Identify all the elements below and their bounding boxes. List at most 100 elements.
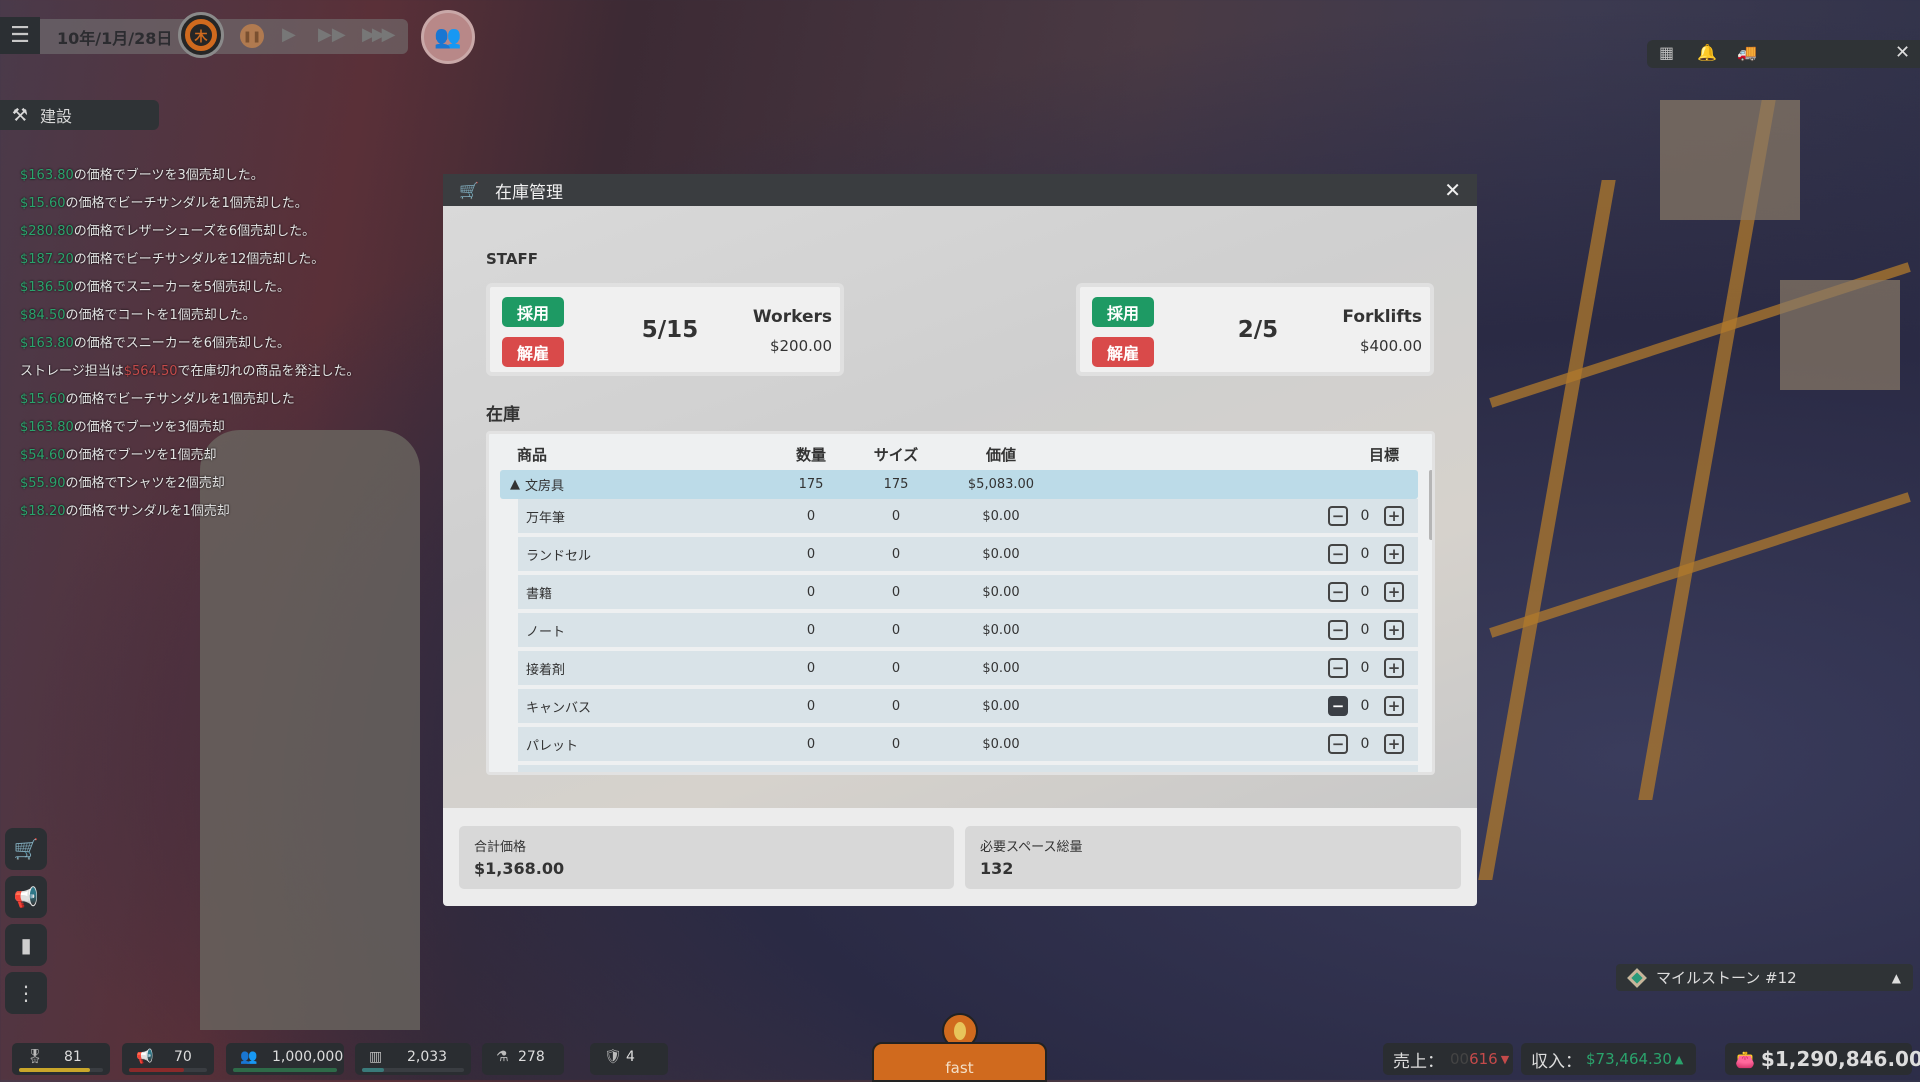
decrease-target-button[interactable]: − [1328,544,1348,564]
decrease-target-button[interactable]: − [1328,658,1348,678]
column-header-value: 価値 [985,446,1017,464]
staff-group-icon: 👥 [434,24,462,50]
decrease-target-button[interactable]: − [1328,734,1348,754]
milestone-diamond-icon [1627,967,1647,988]
event-log: $163.80の価格でブーツを3個売却した。 $15.60の価格でビーチサンダルを… [20,164,390,528]
category-name: 文房具 [525,479,565,494]
log-text: で在庫切れの商品を発注した。 [177,364,360,379]
bg-boxes [1660,100,1800,220]
increase-target-button[interactable]: + [1384,582,1404,602]
warehouse-icon: ▥ [369,1049,383,1065]
fast-forward-button[interactable]: ▶▶ [318,24,346,45]
item-row: キャンバス 0 0 $0.00−0 + [518,689,1418,723]
build-label: 建設 [40,107,73,126]
close-button[interactable]: ✕ [1444,178,1461,202]
stat-bar-fill [129,1068,184,1072]
increase-target-button[interactable]: + [1384,544,1404,564]
target-value: 0 [1360,660,1370,676]
stat-shield[interactable]: 🛡 4 [590,1043,668,1075]
item-value: $0.00 [982,736,1020,752]
item-row: パレット 0 0 $0.00−0 + [518,727,1418,761]
item-row: 接着剤 0 0 $0.00−0 + [518,651,1418,685]
log-text: の価格でビーチサンダルを12個売却した。 [73,252,325,267]
income-label: 収入： [1531,1051,1582,1072]
collapse-icon[interactable]: ▲ [510,477,525,492]
stat-value: 2,033 [407,1049,448,1065]
delivery-truck-icon[interactable]: 🚚 [1737,43,1757,62]
item-size: 0 [891,546,901,562]
staff-cost: $200.00 [769,337,832,355]
stat-bar [233,1068,337,1072]
pause-button[interactable]: ❚❚ [240,24,264,48]
stat-customers[interactable]: 👥 1,000,000 [226,1043,344,1075]
increase-target-button[interactable]: + [1384,620,1404,640]
stat-megaphone[interactable]: 📢 70 [122,1043,214,1075]
log-text: の価格でスニーカーを6個売却した。 [73,336,291,351]
hire-button[interactable]: 採用 [1092,297,1154,327]
column-header-target: 目標 [1368,446,1400,464]
stats-button[interactable]: ▮ [5,924,47,966]
stat-value: 1,000,000 [272,1049,344,1065]
staff-card-forklifts: 採用 解雇 2/5 Forklifts $400.00 [1076,283,1434,376]
speed-indicator[interactable]: fast [872,1042,1047,1082]
stat-flask[interactable]: ⚗ 278 [482,1043,564,1075]
item-name: ランドセル [526,548,592,564]
log-price: $163.80 [20,336,74,351]
date-display: 10年/1月/28日 [57,29,173,48]
decrease-target-button[interactable]: − [1328,582,1348,602]
staff-button[interactable]: 👥 [421,10,475,64]
item-value: $0.00 [982,698,1020,714]
fastest-forward-button[interactable]: ▶▶▶ [362,24,395,45]
increase-target-button[interactable]: + [1384,658,1404,678]
build-button[interactable]: ⚒ 建設 [0,100,159,130]
target-value: 0 [1360,698,1370,714]
inventory-button[interactable]: 🛒 [5,828,47,870]
fire-button[interactable]: 解雇 [1092,337,1154,367]
bell-icon[interactable]: 🔔 [1697,43,1717,62]
log-entry: $54.60の価格でブーツを1個売却 [20,444,390,472]
balance-value: $1,290,846.00 [1760,1047,1920,1071]
inventory-section-label: 在庫 [486,405,520,425]
summary-total-price: 合計価格 $1,368.00 [459,826,954,889]
notification-bar: ▦ 🔔 🚚 ✕ [1647,40,1920,68]
close-icon[interactable]: ✕ [1895,42,1911,63]
fire-button[interactable]: 解雇 [502,337,564,367]
bg-shelf [1478,180,1616,880]
item-qty: 0 [806,736,816,752]
hierarchy-button[interactable]: ⋮ [5,972,47,1014]
item-size: 0 [891,736,901,752]
calendar-icon[interactable]: ▦ [1659,43,1675,62]
category-row[interactable]: ▲ 文房具 175 175 $5,083.00 [500,470,1418,499]
bg-boxes [1780,280,1900,390]
item-value: $0.00 [982,622,1020,638]
fastest-forward-icon: ▶▶▶ [362,24,395,45]
decrease-target-button[interactable]: − [1328,696,1348,716]
scrollbar[interactable] [1429,470,1432,540]
milestone-label: マイルストーン #12 [1656,969,1797,987]
item-name: 接着剤 [526,662,566,678]
milestone-bar[interactable]: マイルストーン #12 ▲ [1616,964,1913,991]
item-name: ノート [526,624,566,640]
increase-target-button[interactable]: + [1384,506,1404,526]
chevron-up-icon[interactable]: ▲ [1891,970,1901,985]
balance-display: 👛 $1,290,846.00 [1725,1043,1920,1075]
menu-button[interactable]: ☰ [0,17,40,54]
decrease-target-button[interactable]: − [1328,620,1348,640]
increase-target-button[interactable]: + [1384,696,1404,716]
log-entry: $163.80の価格でブーツを3個売却 [20,416,390,444]
increase-target-button[interactable]: + [1384,734,1404,754]
weekday: 木 [185,19,217,51]
stat-warehouse[interactable]: ▥ 2,033 [355,1043,471,1075]
hire-button[interactable]: 採用 [502,297,564,327]
marketing-button[interactable]: 📢 [5,876,47,918]
sales-display: 売上： 00 616 ▼ [1383,1043,1513,1075]
down-arrow-icon: ▼ [1500,1052,1510,1066]
stat-award[interactable]: 🎖 81 [12,1043,110,1075]
column-header-name: 商品 [517,446,548,464]
decrease-target-button[interactable]: − [1328,506,1348,526]
play-button[interactable]: ▶ [282,24,296,45]
item-size: 0 [891,698,901,714]
bar-chart-icon: ▮ [20,933,32,957]
sales-value: 616 [1469,1050,1498,1068]
item-row: ノート 0 0 $0.00−0 + [518,613,1418,647]
